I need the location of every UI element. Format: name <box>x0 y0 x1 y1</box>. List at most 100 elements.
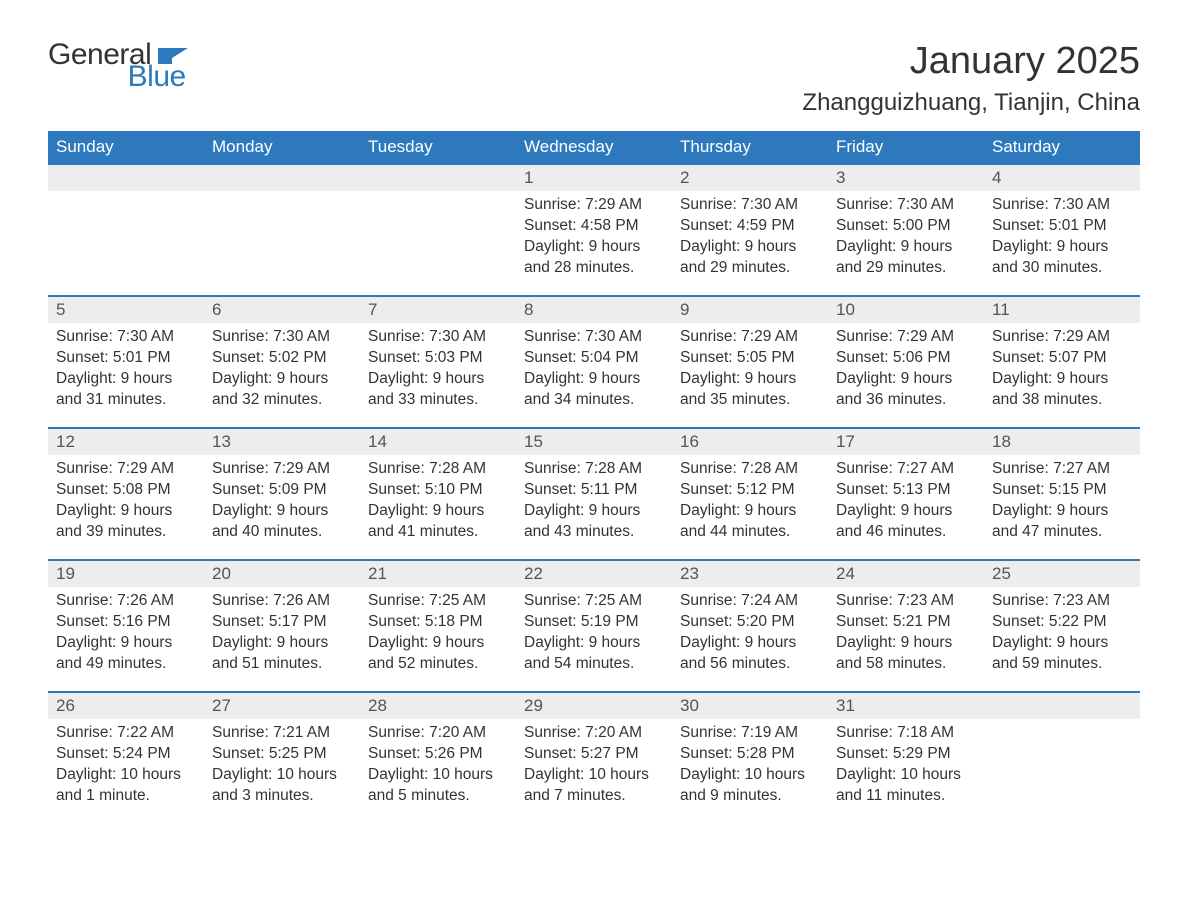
sunrise-line: Sunrise: 7:25 AM <box>524 591 664 612</box>
day-body: Sunrise: 7:29 AMSunset: 5:05 PMDaylight:… <box>672 323 828 419</box>
sunrise-line: Sunrise: 7:20 AM <box>368 723 508 744</box>
day-cell: 29Sunrise: 7:20 AMSunset: 5:27 PMDayligh… <box>516 692 672 824</box>
daylight-line: Daylight: 9 hours and 52 minutes. <box>368 633 508 675</box>
day-number: 17 <box>828 429 984 455</box>
daylight-line: Daylight: 9 hours and 43 minutes. <box>524 501 664 543</box>
day-number: . <box>48 165 204 191</box>
weekday-header: Wednesday <box>516 131 672 164</box>
daylight-line: Daylight: 9 hours and 56 minutes. <box>680 633 820 675</box>
daylight-line: Daylight: 9 hours and 49 minutes. <box>56 633 196 675</box>
location-title: Zhangguizhuang, Tianjin, China <box>802 89 1140 117</box>
sunset-line: Sunset: 4:58 PM <box>524 216 664 237</box>
day-number: 31 <box>828 693 984 719</box>
sunset-line: Sunset: 5:17 PM <box>212 612 352 633</box>
sunset-line: Sunset: 5:01 PM <box>992 216 1132 237</box>
day-cell: 25Sunrise: 7:23 AMSunset: 5:22 PMDayligh… <box>984 560 1140 692</box>
day-cell: 6Sunrise: 7:30 AMSunset: 5:02 PMDaylight… <box>204 296 360 428</box>
day-body: Sunrise: 7:30 AMSunset: 5:01 PMDaylight:… <box>984 191 1140 287</box>
day-number: 14 <box>360 429 516 455</box>
sunrise-line: Sunrise: 7:19 AM <box>680 723 820 744</box>
sunrise-line: Sunrise: 7:25 AM <box>368 591 508 612</box>
sunrise-line: Sunrise: 7:30 AM <box>368 327 508 348</box>
sunrise-line: Sunrise: 7:18 AM <box>836 723 976 744</box>
day-body: Sunrise: 7:22 AMSunset: 5:24 PMDaylight:… <box>48 719 204 815</box>
sunrise-line: Sunrise: 7:29 AM <box>524 195 664 216</box>
day-cell: . <box>48 164 204 296</box>
day-number: . <box>984 693 1140 719</box>
sunrise-line: Sunrise: 7:29 AM <box>992 327 1132 348</box>
day-number: 4 <box>984 165 1140 191</box>
day-number: 27 <box>204 693 360 719</box>
day-cell: . <box>984 692 1140 824</box>
daylight-line: Daylight: 10 hours and 1 minute. <box>56 765 196 807</box>
day-body: Sunrise: 7:25 AMSunset: 5:18 PMDaylight:… <box>360 587 516 683</box>
day-cell: 3Sunrise: 7:30 AMSunset: 5:00 PMDaylight… <box>828 164 984 296</box>
day-number: 12 <box>48 429 204 455</box>
sunrise-line: Sunrise: 7:29 AM <box>680 327 820 348</box>
day-number: 21 <box>360 561 516 587</box>
daylight-line: Daylight: 9 hours and 29 minutes. <box>836 237 976 279</box>
day-cell: 5Sunrise: 7:30 AMSunset: 5:01 PMDaylight… <box>48 296 204 428</box>
day-body: Sunrise: 7:26 AMSunset: 5:16 PMDaylight:… <box>48 587 204 683</box>
sunrise-line: Sunrise: 7:27 AM <box>836 459 976 480</box>
day-number: 6 <box>204 297 360 323</box>
day-number: 19 <box>48 561 204 587</box>
daylight-line: Daylight: 10 hours and 7 minutes. <box>524 765 664 807</box>
daylight-line: Daylight: 9 hours and 29 minutes. <box>680 237 820 279</box>
weekday-header-row: SundayMondayTuesdayWednesdayThursdayFrid… <box>48 131 1140 164</box>
day-number: 22 <box>516 561 672 587</box>
daylight-line: Daylight: 9 hours and 38 minutes. <box>992 369 1132 411</box>
weekday-header: Saturday <box>984 131 1140 164</box>
sunrise-line: Sunrise: 7:24 AM <box>680 591 820 612</box>
day-cell: 15Sunrise: 7:28 AMSunset: 5:11 PMDayligh… <box>516 428 672 560</box>
day-body: Sunrise: 7:28 AMSunset: 5:12 PMDaylight:… <box>672 455 828 551</box>
sunrise-line: Sunrise: 7:29 AM <box>212 459 352 480</box>
daylight-line: Daylight: 9 hours and 39 minutes. <box>56 501 196 543</box>
sunset-line: Sunset: 5:25 PM <box>212 744 352 765</box>
daylight-line: Daylight: 10 hours and 11 minutes. <box>836 765 976 807</box>
sunset-line: Sunset: 5:03 PM <box>368 348 508 369</box>
sunrise-line: Sunrise: 7:23 AM <box>992 591 1132 612</box>
day-body: Sunrise: 7:30 AMSunset: 5:03 PMDaylight:… <box>360 323 516 419</box>
day-number: 7 <box>360 297 516 323</box>
sunset-line: Sunset: 5:13 PM <box>836 480 976 501</box>
sunset-line: Sunset: 5:00 PM <box>836 216 976 237</box>
day-body: Sunrise: 7:29 AMSunset: 4:58 PMDaylight:… <box>516 191 672 287</box>
sunset-line: Sunset: 5:12 PM <box>680 480 820 501</box>
sunset-line: Sunset: 5:16 PM <box>56 612 196 633</box>
weekday-header: Sunday <box>48 131 204 164</box>
day-body: Sunrise: 7:29 AMSunset: 5:06 PMDaylight:… <box>828 323 984 419</box>
daylight-line: Daylight: 9 hours and 35 minutes. <box>680 369 820 411</box>
brand-logo: General Blue <box>48 40 188 92</box>
day-cell: . <box>360 164 516 296</box>
daylight-line: Daylight: 10 hours and 5 minutes. <box>368 765 508 807</box>
daylight-line: Daylight: 9 hours and 41 minutes. <box>368 501 508 543</box>
sunset-line: Sunset: 5:08 PM <box>56 480 196 501</box>
sunrise-line: Sunrise: 7:26 AM <box>56 591 196 612</box>
day-cell: 11Sunrise: 7:29 AMSunset: 5:07 PMDayligh… <box>984 296 1140 428</box>
sunset-line: Sunset: 5:15 PM <box>992 480 1132 501</box>
daylight-line: Daylight: 10 hours and 9 minutes. <box>680 765 820 807</box>
day-cell: 17Sunrise: 7:27 AMSunset: 5:13 PMDayligh… <box>828 428 984 560</box>
sunset-line: Sunset: 5:20 PM <box>680 612 820 633</box>
day-number: 20 <box>204 561 360 587</box>
day-cell: 13Sunrise: 7:29 AMSunset: 5:09 PMDayligh… <box>204 428 360 560</box>
daylight-line: Daylight: 10 hours and 3 minutes. <box>212 765 352 807</box>
sunset-line: Sunset: 5:02 PM <box>212 348 352 369</box>
day-body: Sunrise: 7:29 AMSunset: 5:09 PMDaylight:… <box>204 455 360 551</box>
sunset-line: Sunset: 5:11 PM <box>524 480 664 501</box>
day-number: 26 <box>48 693 204 719</box>
daylight-line: Daylight: 9 hours and 33 minutes. <box>368 369 508 411</box>
daylight-line: Daylight: 9 hours and 30 minutes. <box>992 237 1132 279</box>
day-body: Sunrise: 7:23 AMSunset: 5:22 PMDaylight:… <box>984 587 1140 683</box>
daylight-line: Daylight: 9 hours and 59 minutes. <box>992 633 1132 675</box>
day-cell: 23Sunrise: 7:24 AMSunset: 5:20 PMDayligh… <box>672 560 828 692</box>
daylight-line: Daylight: 9 hours and 51 minutes. <box>212 633 352 675</box>
week-row: 19Sunrise: 7:26 AMSunset: 5:16 PMDayligh… <box>48 560 1140 692</box>
day-cell: 18Sunrise: 7:27 AMSunset: 5:15 PMDayligh… <box>984 428 1140 560</box>
day-body: Sunrise: 7:26 AMSunset: 5:17 PMDaylight:… <box>204 587 360 683</box>
daylight-line: Daylight: 9 hours and 47 minutes. <box>992 501 1132 543</box>
day-number: 1 <box>516 165 672 191</box>
day-number: 13 <box>204 429 360 455</box>
day-body <box>984 719 1140 731</box>
